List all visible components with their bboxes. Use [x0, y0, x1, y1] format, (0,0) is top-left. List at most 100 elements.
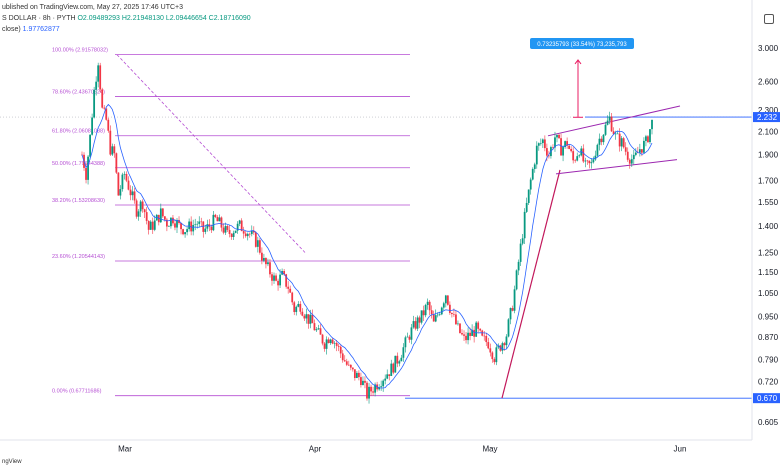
- candle-body: [218, 217, 221, 222]
- candle-body: [323, 343, 326, 349]
- candle-body: [596, 144, 599, 156]
- candle-body: [216, 216, 219, 222]
- candle-body: [159, 208, 162, 223]
- candle-body: [117, 172, 120, 196]
- candle-body: [491, 352, 494, 360]
- candle-body: [398, 361, 401, 364]
- candle-body: [432, 314, 435, 322]
- candle-body: [327, 339, 330, 344]
- candle-body: [360, 377, 362, 386]
- candle-body: [535, 145, 538, 165]
- candle-body: [493, 359, 496, 363]
- candle-body: [418, 317, 421, 323]
- candle-body: [91, 117, 94, 135]
- candle-body: [273, 275, 275, 281]
- candle-body: [129, 189, 132, 196]
- candle-body: [151, 221, 154, 230]
- candle-body: [404, 337, 407, 348]
- indicator-legend[interactable]: close) 1.97762877: [2, 26, 60, 33]
- fib-trend-line[interactable]: [116, 54, 306, 253]
- candle-body: [224, 226, 227, 233]
- candle-body: [269, 262, 271, 275]
- time-tick-label: May: [482, 445, 497, 454]
- candle-body: [220, 217, 223, 228]
- candle-body: [572, 151, 575, 161]
- candle-body: [345, 361, 348, 365]
- candle-body: [234, 230, 237, 233]
- uptrend-line[interactable]: [501, 169, 561, 399]
- candle-body: [386, 374, 389, 379]
- candle-body: [143, 209, 146, 213]
- candle-body: [489, 348, 492, 353]
- candle-body: [364, 380, 366, 383]
- measure-arrow-head: [574, 59, 582, 65]
- candle-body: [244, 233, 247, 237]
- candle-body: [525, 202, 528, 212]
- candle-body: [329, 339, 332, 344]
- candle-body: [647, 136, 649, 143]
- candle-body: [210, 226, 213, 231]
- candle-body: [230, 233, 233, 237]
- channel-upper-line[interactable]: [547, 105, 681, 137]
- candle-body: [531, 169, 534, 180]
- candle-body: [533, 164, 536, 170]
- fib-level-label: 100.00% (2.91578032): [52, 48, 108, 54]
- candle-body: [394, 355, 397, 373]
- candle-body: [396, 355, 399, 364]
- candle-body: [566, 141, 569, 146]
- fibonacci-retracement[interactable]: 100.00% (2.91578032) 78.60% (2.43670624) 6…: [52, 48, 410, 397]
- candle-body: [305, 314, 308, 319]
- candle-body: [436, 314, 439, 316]
- channel-lower-line[interactable]: [555, 159, 678, 175]
- time-axis[interactable]: Mar Apr May Jun: [118, 445, 686, 454]
- candle-body: [111, 146, 114, 155]
- price-axis[interactable]: 3.000 2.600 2.300 2.100 1.900 1.700 1.550 1.400…: [753, 44, 780, 427]
- candle-body: [412, 321, 415, 328]
- candle-body: [293, 302, 296, 313]
- candle-body: [131, 191, 134, 196]
- candle-body: [337, 345, 340, 347]
- symbol-name[interactable]: S DOLLAR · 8h · PYTH: [2, 15, 76, 22]
- candle-body: [311, 314, 314, 324]
- candle-body: [426, 301, 429, 305]
- price-tick-label: 2.600: [758, 77, 779, 86]
- candle-body: [428, 301, 431, 311]
- candle-body: [121, 174, 124, 190]
- measure-tool[interactable]: 0.73235793 (33.54%) 73,235,793: [530, 38, 634, 118]
- candle-body: [299, 303, 302, 312]
- candle-body: [475, 322, 478, 337]
- fib-level-label: 50.00% (1.79644388): [52, 161, 105, 167]
- price-tick-label: 0.605: [758, 418, 779, 427]
- candle-body: [622, 138, 625, 148]
- trend-lines[interactable]: [0, 105, 752, 399]
- candle-body: [473, 329, 476, 337]
- candle-body: [600, 138, 603, 143]
- price-tick-label: 0.720: [758, 377, 779, 386]
- candle-body: [202, 221, 205, 232]
- candle-body: [339, 346, 342, 354]
- fib-level-label: 61.80% (2.06081088): [52, 129, 105, 135]
- candle-body: [325, 339, 328, 349]
- candle-body: [457, 323, 459, 325]
- fib-level-label: 38.20% (1.53208630): [52, 198, 105, 204]
- price-tick-label: 1.900: [758, 151, 779, 160]
- candle-body: [608, 116, 611, 121]
- price-tick-label: 1.400: [758, 222, 779, 231]
- settings-icon[interactable]: [764, 14, 774, 24]
- candle-body: [570, 148, 573, 152]
- candle-body: [368, 386, 370, 399]
- candle-body: [554, 137, 556, 148]
- measure-label-box[interactable]: [530, 38, 634, 49]
- moving-average: [81, 103, 653, 389]
- candle-body: [182, 229, 184, 235]
- candle-body: [109, 130, 112, 155]
- candle-body: [155, 214, 158, 221]
- candle-body: [612, 131, 615, 135]
- candle-body: [141, 201, 144, 210]
- candle-body: [400, 357, 403, 362]
- candle-body: [242, 231, 245, 234]
- candle-body: [630, 159, 633, 164]
- candle-body: [507, 319, 510, 337]
- candle-body: [248, 233, 251, 235]
